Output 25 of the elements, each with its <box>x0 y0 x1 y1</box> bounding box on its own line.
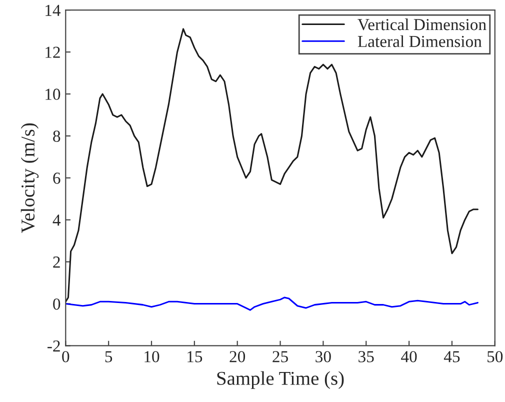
y-tick-label: 10 <box>46 88 60 100</box>
x-axis-title: Sample Time (s) <box>217 371 344 389</box>
y-tick-label: 6 <box>53 172 60 184</box>
y-tick-label: 4 <box>52 214 61 226</box>
y-tick-label: 2 <box>53 256 60 268</box>
x-tick-label: 35 <box>358 351 374 362</box>
x-tick-label: 15 <box>188 351 202 362</box>
legend-label: Vertical Dimension <box>358 18 486 30</box>
legend-label: Lateral Dimension <box>358 35 482 48</box>
line-series <box>66 296 478 311</box>
x-tick-label: 45 <box>444 351 460 362</box>
y-axis-title: Velocity (m/s) <box>20 123 39 234</box>
x-tick-label: 40 <box>401 351 417 362</box>
x-tick-label: 50 <box>488 351 503 362</box>
x-tick-label: 20 <box>230 351 246 362</box>
x-tick-label: 5 <box>105 351 112 362</box>
x-tick-label: 0 <box>62 351 70 362</box>
x-tick-label: 10 <box>144 351 160 362</box>
y-tick-label: 8 <box>53 130 60 142</box>
x-tick-label: 30 <box>316 351 331 362</box>
y-tick-label: 12 <box>46 46 60 58</box>
x-tick-label: 25 <box>272 351 288 362</box>
y-tick-label: 0 <box>53 298 60 310</box>
y-tick-label: 14 <box>46 4 61 16</box>
y-tick-label: -2 <box>48 340 60 352</box>
